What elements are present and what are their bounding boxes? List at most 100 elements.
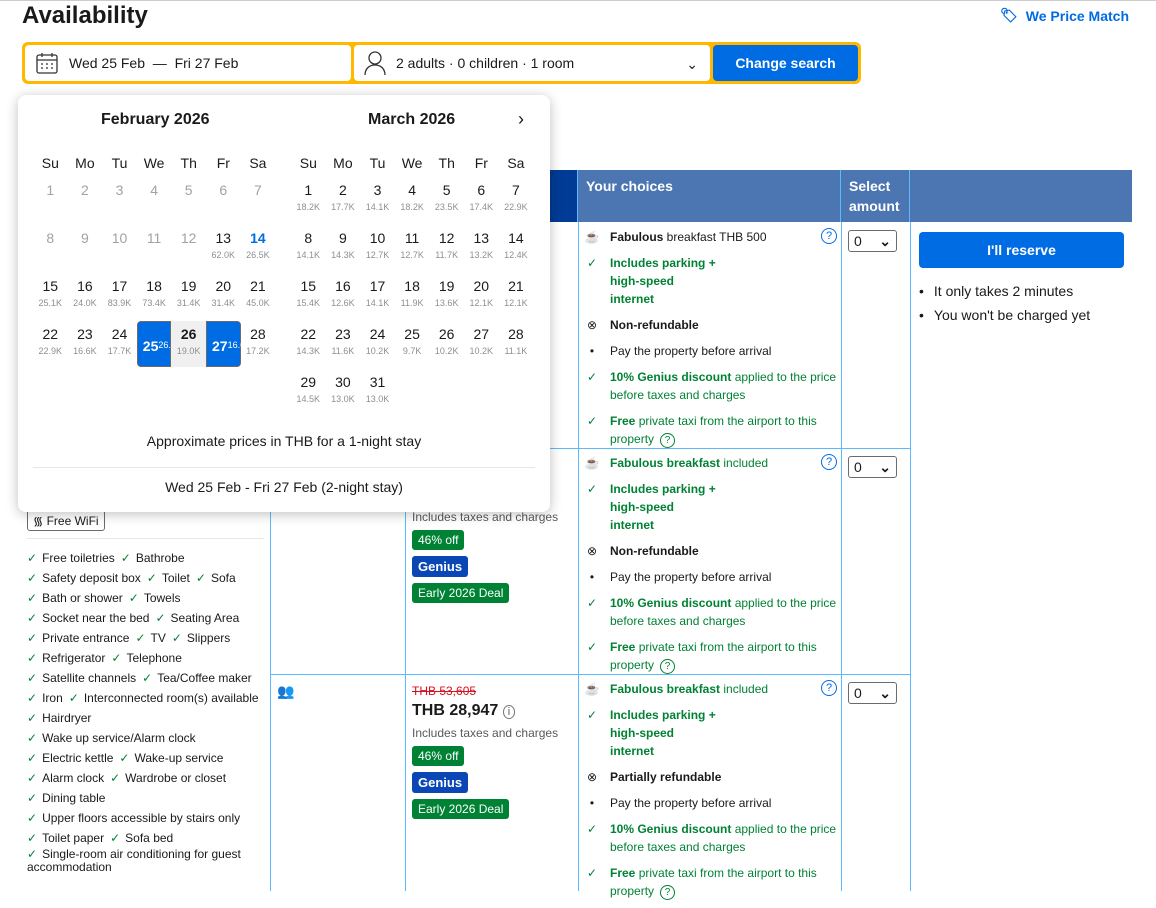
calendar-day[interactable]: 26 19.0K [171,321,206,367]
amount-select[interactable]: 0 ⌄ [848,682,897,704]
calendar-day: 1 [33,177,68,223]
choice-item: ✓ Includes parking + high-speed internet [582,254,837,308]
day-number: 11 [404,230,420,246]
calendar-day[interactable]: 13 13.2K [464,225,499,271]
selected-range: Wed 25 Feb - Fri 27 Feb (2-night stay) [165,479,403,495]
calendar-day[interactable]: 25 26.1K [136,321,182,367]
breakfast-bold: Fabulous [610,230,664,244]
calendar-day[interactable]: 7 22.9K [499,177,534,223]
day-price: 13.0K [331,394,355,404]
calendar-day[interactable]: 17 14.1K [360,273,395,319]
calendar-day[interactable]: 26 10.2K [429,321,464,367]
calendar-day[interactable]: 28 17.2K [241,321,276,367]
calendar-day[interactable]: 19 31.4K [171,273,206,319]
calendar-day[interactable]: 21 45.0K [241,273,276,319]
person-icon [364,51,386,76]
calendar-day[interactable]: 22 14.3K [291,321,326,367]
help-icon[interactable]: ? [821,228,837,244]
guests-field[interactable]: 2 adults · 0 children · 1 room ⌄ [354,45,710,81]
choice-text: 10% Genius discount applied to the price… [610,820,837,856]
check-icon: ✓ [27,551,38,565]
info-icon[interactable]: i [502,705,516,719]
calendar-day[interactable]: 11 12.7K [395,225,430,271]
calendar-day[interactable]: 24 17.7K [102,321,137,367]
genius-badge: Genius [412,772,469,793]
chevron-down-icon: ⌄ [879,684,891,701]
calendar-day[interactable]: 23 16.6K [68,321,103,367]
choice-item: ✓ 10% Genius discount applied to the pric… [582,820,837,856]
help-icon[interactable]: ? [660,659,676,674]
calendar-day[interactable]: 17 83.9K [102,273,137,319]
calendar-day[interactable]: 21 12.1K [499,273,534,319]
calendar-day[interactable]: 1 18.2K [291,177,326,223]
help-icon[interactable]: ? [821,680,837,696]
calendar-day[interactable]: 9 14.3K [326,225,361,271]
calendar-day[interactable]: 15 15.4K [291,273,326,319]
calendar-day[interactable]: 3 14.1K [360,177,395,223]
calendar-day[interactable]: 29 14.5K [291,369,326,415]
choice-text: Free private taxi from the airport to th… [610,412,837,448]
calendar-day[interactable]: 20 12.1K [464,273,499,319]
amenity-item: TV [150,631,166,645]
help-icon[interactable]: ? [821,454,837,470]
calendar-day[interactable]: 5 23.5K [429,177,464,223]
date-picker-field[interactable]: Wed 25 Feb — Fri 27 Feb [25,45,351,81]
choice-text: Includes parking + high-speed internet [610,480,720,534]
calendar-day[interactable]: 24 10.2K [360,321,395,367]
calendar-day[interactable]: 22 22.9K [33,321,68,367]
amenities-list: ✓ Free toiletries ✓ Bathrobe ✓ Safety deposit… [27,548,267,874]
chevron-down-icon: ⌄ [879,458,891,475]
calendar-day[interactable]: 10 12.7K [360,225,395,271]
amount-select[interactable]: 0 ⌄ [848,230,897,252]
calendar-day[interactable]: 6 17.4K [464,177,499,223]
check-icon: ✓ [27,651,38,665]
calendar-day[interactable]: 16 24.0K [68,273,103,319]
day-price: 14.1K [365,202,390,212]
calendar-day[interactable]: 27 10.2K [464,321,499,367]
calendar-day[interactable]: 18 11.9K [395,273,430,319]
calendar-day[interactable]: 28 11.1K [499,321,534,367]
weekday-label: Su [41,155,59,171]
day-number: 24 [369,326,386,342]
calendar-day[interactable]: 14 26.5K [241,225,276,271]
calendar-day[interactable]: 16 12.6K [326,273,361,319]
choice-text: 10% Genius discount applied to the price… [610,368,837,404]
weekday-label: Fr [474,155,488,171]
calendar-day[interactable]: 19 13.6K [429,273,464,319]
calendar-day[interactable]: 4 18.2K [395,177,430,223]
choice-item: ⊗ Non-refundable [582,316,837,334]
day-number: 12 [180,230,197,246]
calendar-day[interactable]: 23 11.6K [326,321,361,367]
choice-item: ✓ 10% Genius discount applied to the pric… [582,594,837,630]
calendar-day[interactable]: 27 16.6K [206,321,251,367]
help-icon[interactable]: ? [660,433,676,448]
calendar-day[interactable]: 13 62.0K [206,225,241,271]
help-icon[interactable]: ? [660,885,676,900]
calendar-day[interactable]: 2 17.7K [326,177,361,223]
calendar-day[interactable]: 20 31.4K [206,273,241,319]
calendar-day[interactable]: 8 14.1K [291,225,326,271]
reserve-button[interactable]: I'll reserve [919,232,1124,268]
amount-select[interactable]: 0 ⌄ [848,456,897,478]
choice-text: Free private taxi from the airport to th… [610,638,837,674]
taxi-bold: Free [610,866,636,880]
amenity-line: ✓ Free toiletries ✓ Bathrobe [27,548,267,568]
calendar-day[interactable]: 15 25.1K [33,273,68,319]
choice-item: ☕ Fabulous breakfast included [582,454,837,472]
col-divider [910,222,911,891]
day-price: 13.6K [434,298,459,308]
calendar-day[interactable]: 31 13.0K [360,369,395,415]
top-divider [0,0,1156,1]
price-match-link[interactable]: 🏷 We Price Match [1000,7,1129,24]
calendar-day[interactable]: 14 12.4K [499,225,534,271]
chevron-down-icon: ⌄ [879,232,891,249]
calendar-day[interactable]: 30 13.0K [326,369,361,415]
calendar-day[interactable]: 25 9.7K [395,321,430,367]
calendar-day[interactable]: 18 73.4K [137,273,172,319]
next-month-chevron-icon[interactable]: › [518,109,524,129]
change-search-button[interactable]: Change search [713,45,858,81]
day-number: 28 [250,326,266,342]
day-number: 5 [184,182,193,198]
calendar-day[interactable]: 12 11.7K [429,225,464,271]
calendar-day: 9 [68,225,103,271]
